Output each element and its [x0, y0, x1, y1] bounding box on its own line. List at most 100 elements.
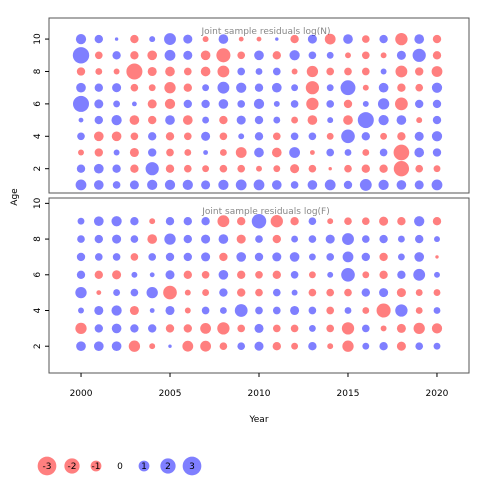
residual-bubble: [341, 267, 355, 282]
x-tick-label: 2000: [70, 389, 93, 399]
residual-bubble: [326, 100, 335, 108]
residual-bubble: [95, 68, 103, 75]
residual-bubble: [325, 234, 335, 244]
residual-bubble: [431, 66, 443, 77]
residual-bubble: [307, 115, 318, 125]
residual-bubble: [94, 115, 103, 125]
residual-bubble: [377, 98, 390, 110]
residual-bubble: [344, 149, 352, 156]
residual-bubble: [290, 217, 299, 226]
residual-bubble: [111, 305, 122, 316]
residual-bubble: [379, 216, 389, 226]
residual-bubble: [397, 132, 406, 141]
residual-bubble: [379, 252, 388, 262]
residual-bubble: [94, 83, 103, 92]
residual-bubble: [291, 68, 298, 75]
residual-bubble: [397, 83, 406, 92]
legend-label: -1: [92, 462, 101, 472]
residual-bubble: [251, 213, 267, 229]
residual-bubble: [308, 235, 317, 243]
residual-bubble: [289, 147, 300, 158]
residual-bubble: [76, 67, 86, 76]
residual-bubble: [236, 252, 247, 262]
residual-bubble: [77, 132, 85, 141]
residual-bubble: [362, 342, 370, 350]
residual-bubble: [397, 270, 406, 279]
residual-bubble: [216, 48, 231, 63]
residual-bubble: [432, 217, 442, 226]
residual-bubble: [270, 215, 283, 228]
residual-bubble: [308, 217, 317, 226]
residual-bubble: [201, 217, 210, 226]
residual-bubble: [165, 324, 175, 333]
residual-bubble: [164, 82, 176, 94]
residual-bubble: [147, 179, 158, 191]
residual-bubble: [147, 99, 157, 109]
residual-bubble: [272, 306, 281, 315]
residual-bubble: [131, 101, 137, 107]
residual-bubble: [380, 68, 387, 75]
x-tick-label: 2005: [159, 389, 182, 399]
residual-bubble: [165, 115, 175, 125]
residual-bubble: [237, 288, 246, 297]
residual-bubble: [361, 67, 370, 76]
residual-bubble: [72, 47, 90, 64]
residual-bubble: [219, 307, 227, 314]
residual-bubble: [128, 340, 141, 352]
residual-bubble: [94, 34, 103, 44]
residual-bubble: [238, 36, 244, 42]
residual-bubble: [326, 84, 334, 92]
residual-bubble: [308, 51, 317, 60]
residual-bubble: [219, 164, 228, 173]
residual-bubble: [93, 131, 104, 142]
residual-bubble: [183, 132, 192, 141]
residual-bubble: [202, 165, 210, 173]
residual-bubble: [416, 117, 423, 124]
residual-bubble: [289, 252, 300, 262]
residual-size-legend: -3 -2 -1 0 1 2 3: [37, 456, 202, 476]
residual-bubble: [218, 269, 229, 280]
residual-bubble: [326, 288, 335, 297]
residual-bubble: [130, 235, 139, 243]
residual-bubble: [237, 324, 246, 333]
residual-bubble: [379, 342, 388, 351]
residual-bubble: [113, 289, 121, 297]
residual-bubble: [76, 341, 86, 352]
residual-bubble: [326, 253, 335, 261]
residual-bubble: [149, 343, 156, 350]
residual-bubble: [113, 68, 120, 75]
x-tick-label: 2015: [337, 389, 360, 399]
residual-bubble: [93, 341, 104, 352]
residual-bubble: [395, 65, 408, 78]
residual-bubble: [379, 288, 389, 298]
age-axis-label-group: Age: [10, 188, 20, 206]
residual-bubble: [345, 52, 351, 59]
residual-bubble: [414, 180, 424, 190]
residual-bubble: [326, 51, 334, 59]
residual-bubble: [75, 179, 87, 191]
residual-bubble: [218, 234, 229, 244]
residual-bubble: [253, 98, 265, 110]
residual-bubble: [236, 115, 246, 125]
residual-bubble: [361, 288, 370, 297]
residual-bubble: [397, 235, 405, 243]
residual-bubble: [200, 50, 211, 61]
residual-bubble: [235, 179, 247, 191]
legend-bubble: [37, 456, 57, 476]
residual-bubble: [396, 323, 406, 333]
residual-bubble: [255, 270, 263, 279]
legend-label: 0: [117, 462, 123, 472]
residual-bubble: [129, 180, 139, 190]
residual-bubble: [182, 340, 194, 352]
y-tick-label: 6: [33, 272, 43, 278]
residual-bubble: [111, 216, 122, 227]
residual-bubble: [414, 252, 425, 262]
residual-bubble: [203, 150, 209, 155]
residual-bubble: [165, 132, 175, 141]
legend-bubble: [90, 460, 102, 472]
residual-bubble: [271, 82, 282, 93]
residual-bubble: [415, 307, 423, 314]
residual-bubble: [291, 289, 298, 296]
residual-bubble: [273, 116, 281, 124]
residual-bubble: [415, 67, 424, 76]
